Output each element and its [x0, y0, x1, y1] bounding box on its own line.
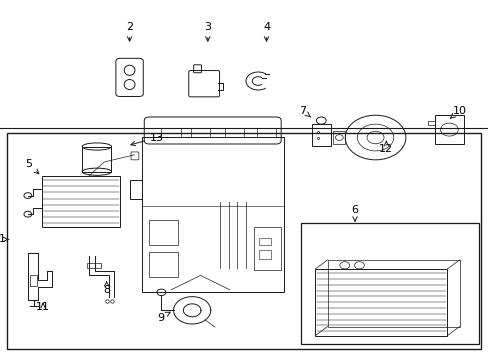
Text: 5: 5 — [25, 159, 39, 174]
Bar — [311, 124, 330, 146]
Bar — [315, 269, 447, 336]
Text: 10: 10 — [449, 105, 466, 118]
Bar — [327, 260, 459, 327]
Text: 6: 6 — [351, 204, 358, 221]
Bar — [86, 263, 101, 268]
Bar — [7, 133, 480, 349]
Text: 13: 13 — [131, 132, 163, 146]
Text: 9: 9 — [157, 312, 170, 323]
Text: 2: 2 — [126, 22, 133, 41]
Bar — [300, 223, 478, 344]
Bar — [254, 227, 281, 270]
Bar — [259, 250, 271, 259]
Bar — [332, 131, 345, 144]
Bar — [149, 252, 178, 277]
Text: 4: 4 — [263, 22, 269, 41]
Bar — [30, 275, 37, 286]
Bar — [142, 137, 283, 292]
Bar — [82, 147, 111, 172]
Bar — [434, 115, 463, 144]
Bar — [41, 176, 120, 227]
Text: 1: 1 — [0, 234, 9, 244]
Text: 11: 11 — [36, 302, 50, 312]
Text: 8: 8 — [103, 282, 110, 295]
Text: 7: 7 — [298, 105, 310, 117]
Text: 12: 12 — [379, 141, 392, 154]
Text: 3: 3 — [204, 22, 211, 41]
Bar — [259, 238, 271, 245]
Bar — [149, 220, 178, 245]
